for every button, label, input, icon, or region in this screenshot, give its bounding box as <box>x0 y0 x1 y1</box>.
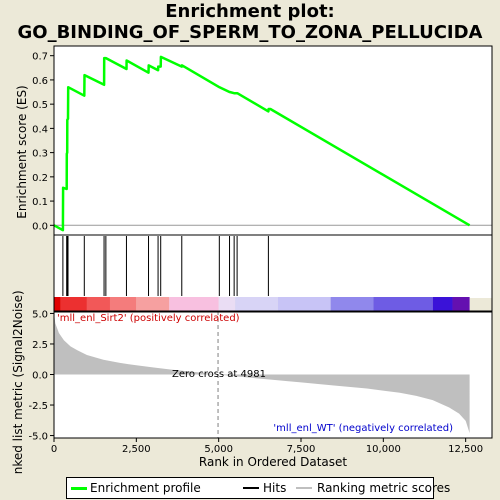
xtick-label: 5,000 <box>204 444 233 455</box>
metric-panel-frame <box>53 310 493 439</box>
negative-correlation-label: 'mll_enl_WT' (negatively correlated) <box>273 423 453 434</box>
enrichment-chart: 0.0 0.1 0.2 0.3 0.4 0.5 0.6 0.7 -5.0 -2.5 0.0 2.5 5.… <box>11 45 493 475</box>
heatmap-segment <box>218 297 236 311</box>
x-axis-label: Rank in Ordered Dataset <box>199 455 347 469</box>
xtick-label: 10,000 <box>366 444 401 455</box>
title-line-2: GO_BINDING_OF_SPERM_TO_ZONA_PELLUCIDA <box>17 22 483 43</box>
es-ytick-label: 0.4 <box>32 124 48 135</box>
heatmap-segment <box>136 297 170 311</box>
xtick-label: 0 <box>51 444 57 455</box>
heatmap-segment <box>330 297 374 311</box>
enrichment-profile-line <box>53 55 471 232</box>
es-panel-bg <box>54 46 492 235</box>
heatmap-segment <box>60 297 87 311</box>
es-ytick-label: 0.6 <box>32 76 48 87</box>
legend: Enrichment profile Hits Ranking metric s… <box>66 477 450 499</box>
heatmap-segment <box>109 297 137 311</box>
metric-ytick-label: 5.0 <box>32 309 48 320</box>
axes-layer: 0.0 0.1 0.2 0.3 0.4 0.5 0.6 0.7 -5.0 -2.5 0.0 2.5 5.… <box>28 52 483 455</box>
legend-item-ranking: Ranking metric scores <box>317 481 451 495</box>
legend-item-enrichment: Enrichment profile <box>90 481 201 495</box>
ranking-metric-area <box>54 313 470 434</box>
heatmap-segment <box>277 297 331 311</box>
heatmap-segment <box>432 297 453 311</box>
metric-ytick-label: 0.0 <box>32 371 48 382</box>
hits-layer <box>62 236 269 296</box>
legend-item-hits: Hits <box>263 481 287 495</box>
metric-ytick-label: 2.5 <box>32 340 48 351</box>
xtick-label: 12,500 <box>448 444 483 455</box>
heatmap-segment <box>452 297 470 311</box>
es-ytick-label: 0.2 <box>32 173 48 184</box>
legend-swatch-ranking <box>296 487 312 489</box>
es-layer <box>53 55 492 232</box>
hits-panel-frame <box>53 234 493 313</box>
heatmap-segment <box>86 297 110 311</box>
zero-cross-label: Zero cross at 4981 <box>172 369 266 380</box>
es-ytick-label: 0.5 <box>32 100 48 111</box>
legend-swatch-hits <box>243 487 259 489</box>
rank-heatmap <box>54 297 470 311</box>
heatmap-segment <box>54 297 61 311</box>
metric-ytick-label: -5.0 <box>28 432 48 443</box>
plot-title: Enrichment plot: GO_BINDING_OF_SPERM_TO_… <box>0 1 500 43</box>
metric-ylabel: Ranked list metric (Signal2Noise) <box>11 290 25 475</box>
es-ytick-label: 0.1 <box>32 197 48 208</box>
positive-correlation-label: 'mll_enl_Sirt2' (positively correlated) <box>57 313 240 324</box>
heatmap-segment <box>235 297 278 311</box>
title-line-1: Enrichment plot: <box>165 1 335 22</box>
metric-ytick-label: -2.5 <box>28 401 48 412</box>
heatmap-segment <box>169 297 219 311</box>
xtick-label: 2,500 <box>122 444 151 455</box>
es-ytick-label: 0.3 <box>32 149 48 160</box>
heatmap-segment <box>373 297 433 311</box>
es-ylabel: Enrichment score (ES) <box>15 85 29 218</box>
hits-panel-bg <box>54 235 492 298</box>
es-ytick-label: 0.0 <box>32 221 48 232</box>
xtick-label: 7,500 <box>287 444 316 455</box>
metric-layer <box>54 311 470 438</box>
es-ytick-label: 0.7 <box>32 52 48 63</box>
legend-swatch-enrichment <box>71 487 87 490</box>
